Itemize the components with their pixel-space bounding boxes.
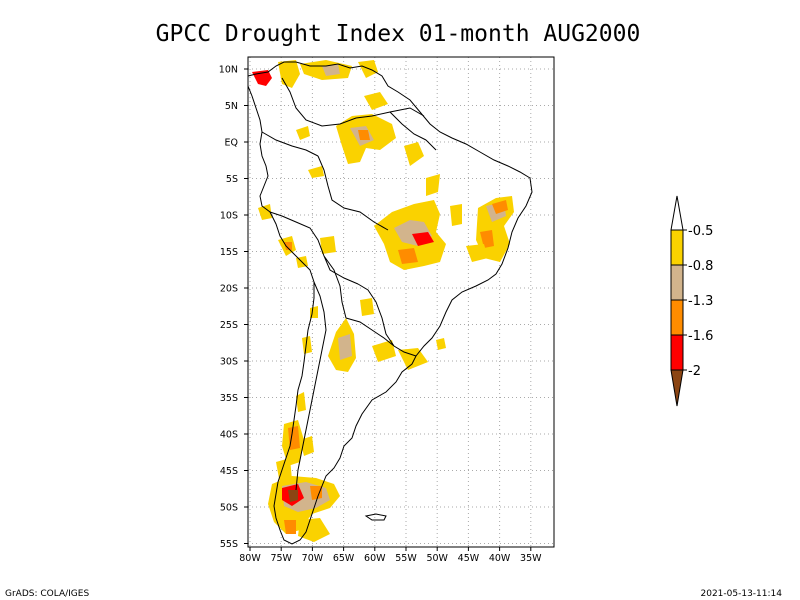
lat-tick-label: 10N [219,65,238,76]
drought-patch-minas [466,244,488,262]
drought-patch-guyana-south [364,92,388,110]
drought-patch-tierra-del-fuego [298,518,330,542]
drought-patch-patagonia-extreme [288,490,298,502]
colorbar-labels: -0.5 -0.8 -1.3 -1.6 -2 [683,224,713,379]
map-frame-border [247,56,555,548]
lat-tick-label: 40S [220,430,238,441]
drought-patch-west-amazon [296,126,310,140]
footer-credit: GrADS: COLA/IGES [5,589,89,599]
drought-patch-rio-grande [436,338,446,350]
colorbar-label: -1.6 [688,329,713,344]
drought-patch-chile-central [302,336,312,354]
drought-patch-bahia-hot [480,230,494,248]
lon-tick-label: 55W [395,553,417,564]
colorbar-label: -0.8 [688,259,713,274]
colorbar-lower-arrow [670,369,684,407]
colorbar-upper-arrow [670,195,684,231]
drought-patch-guyana [358,60,378,78]
colorbar-label: -0.5 [688,224,713,239]
drought-patch-paraguay [360,298,374,316]
lat-tick-label: 45S [220,466,238,477]
drought-patch-magallanes-hot [284,520,296,534]
drought-patch-bolivia [320,236,336,254]
colorbar-boxes [670,229,684,371]
lon-tick-label: 50W [426,553,448,564]
drought-patch-argentina-north-core [338,334,352,360]
coastlines [247,61,533,545]
drought-patch-chile-lakes-hot [288,426,300,450]
drought-patch-para [404,142,424,166]
country-borders [261,77,437,491]
drought-patch-venezuela-core [322,64,340,76]
lon-tick-label: 70W [302,553,324,564]
footer-timestamp: 2021-05-13-11:14 [701,589,783,599]
map-frame-background [248,57,554,547]
latitude-labels: 10N 5N EQ 5S 10S 15S 20S 25S 30S 35S 40S 45S 50S 55S [219,65,248,550]
lon-tick-label: 40W [489,553,511,564]
colorbar-label: -1.3 [688,294,713,309]
lat-tick-label: 30S [220,357,238,368]
drought-patch-uruguay [398,348,428,370]
drought-patch-mato-grosso-severe [412,232,434,246]
colorbar-box [670,299,684,336]
lat-tick-label: 25S [220,320,238,331]
map-title: GPCC Drought Index 01-month AUG2000 [156,21,641,47]
lon-tick-label: 45W [458,553,480,564]
lat-tick-label: 5N [225,101,238,112]
south-america-coastline [247,61,533,545]
lon-tick-label: 80W [239,553,261,564]
lat-tick-label: EQ [225,138,238,149]
lat-tick-label: 50S [220,503,238,514]
drought-patch-peru-north [308,166,324,178]
colorbar: -0.5 -0.8 -1.3 -1.6 -2 [670,195,713,407]
lon-tick-label: 60W [364,553,386,564]
colorbar-box [670,334,684,371]
lon-tick-label: 75W [270,553,292,564]
drought-patch-northeast-hot [492,200,508,214]
lat-tick-label: 35S [220,393,238,404]
drought-patch-chile-south-1 [296,392,306,412]
drought-patches [252,60,514,542]
lat-tick-label: 55S [220,539,238,550]
lon-tick-label: 65W [333,553,355,564]
drought-patch-santa-cruz-hot [310,486,322,500]
lat-tick-label: 20S [220,284,238,295]
falkland-islands [364,513,387,521]
drought-patch-ecuador [258,204,272,220]
lat-tick-label: 5S [226,174,238,185]
colorbar-box [670,264,684,301]
lon-tick-label: 35W [520,553,542,564]
lat-tick-label: 15S [220,247,238,258]
drought-patch-tocantins [426,174,440,196]
drought-patch-entre-rios [372,340,396,362]
drought-patch-goias-hot [398,248,418,264]
colorbar-box [670,229,684,266]
drought-patch-bahia-west [450,204,462,226]
graticule [248,57,554,547]
lat-tick-label: 10S [220,211,238,222]
drought-patch-amazon-hot [358,130,370,140]
longitude-labels: 80W 75W 70W 65W 60W 55W 50W 45W 40W 35W [239,547,542,564]
drought-patch-peru-hot [284,242,292,250]
colorbar-label: -2 [688,364,701,379]
